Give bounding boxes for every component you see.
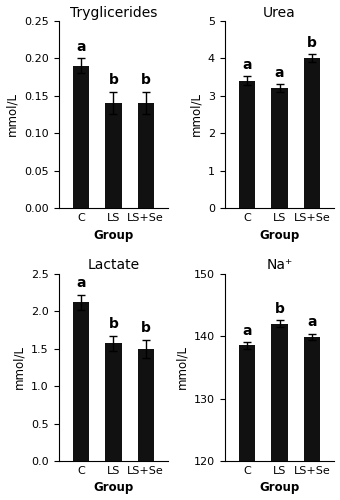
Title: Lactate: Lactate [87, 258, 139, 272]
Text: b: b [307, 36, 317, 50]
Bar [272, 88, 288, 208]
Y-axis label: mmol/L: mmol/L [175, 346, 188, 390]
Text: b: b [141, 74, 151, 88]
Text: a: a [242, 58, 252, 71]
Text: b: b [108, 317, 118, 331]
Text: b: b [141, 321, 151, 335]
Bar [105, 344, 121, 461]
Bar [105, 103, 121, 208]
Text: a: a [76, 276, 86, 290]
Title: Na⁺: Na⁺ [267, 258, 293, 272]
Bar [304, 58, 320, 208]
Bar [239, 80, 255, 208]
Bar [239, 346, 255, 500]
Y-axis label: mmol/L: mmol/L [189, 92, 202, 136]
X-axis label: Group: Group [259, 482, 300, 494]
X-axis label: Group: Group [94, 482, 134, 494]
X-axis label: Group: Group [259, 228, 300, 241]
Bar [73, 302, 89, 461]
Text: a: a [242, 324, 252, 338]
Bar [73, 66, 89, 208]
Bar [138, 348, 154, 461]
Y-axis label: mmol/L: mmol/L [5, 92, 19, 136]
X-axis label: Group: Group [94, 228, 134, 241]
Y-axis label: mmol/L: mmol/L [13, 346, 26, 390]
Bar [304, 338, 320, 500]
Bar [138, 103, 154, 208]
Text: a: a [76, 40, 86, 54]
Text: b: b [275, 302, 285, 316]
Bar [272, 324, 288, 500]
Text: a: a [275, 66, 284, 80]
Title: Urea: Urea [263, 6, 296, 20]
Text: a: a [307, 316, 317, 330]
Title: Tryglicerides: Tryglicerides [70, 6, 157, 20]
Text: b: b [108, 74, 118, 88]
